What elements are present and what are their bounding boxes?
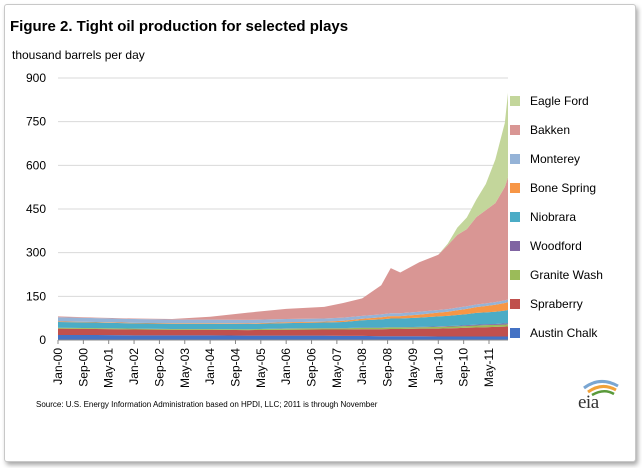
legend-swatch xyxy=(510,124,520,135)
x-tick-label: May-11 xyxy=(482,348,496,387)
legend-swatch xyxy=(510,269,520,280)
legend-swatch xyxy=(510,298,520,309)
legend-item-spraberry: Spraberry xyxy=(510,289,630,318)
legend-label: Bakken xyxy=(530,122,571,137)
legend-label: Austin Chalk xyxy=(530,325,598,340)
x-tick-label: May-09 xyxy=(406,348,420,388)
area-niobrara xyxy=(58,310,508,330)
legend-item-bakken: Bakken xyxy=(510,115,630,144)
x-tick-label: Jan-10 xyxy=(431,348,445,385)
area-austin-chalk xyxy=(58,335,508,340)
legend-swatch xyxy=(510,240,520,251)
legend-item-bone-spring: Bone Spring xyxy=(510,173,630,202)
legend-item-woodford: Woodford xyxy=(510,231,630,260)
y-tick-label: 0 xyxy=(39,333,46,347)
legend-item-eagle-ford: Eagle Ford xyxy=(510,86,630,115)
x-tick-label: Jan-06 xyxy=(279,348,293,385)
legend-item-granite-wash: Granite Wash xyxy=(510,260,630,289)
y-tick-label: 900 xyxy=(26,71,46,85)
x-tick-label: Sep-08 xyxy=(381,348,395,387)
x-tick-label: Sep-04 xyxy=(228,348,242,387)
x-tick-label: May-01 xyxy=(102,348,116,388)
x-tick-label: May-07 xyxy=(330,348,344,388)
x-tick-label: Jan-04 xyxy=(203,348,217,385)
legend-label: Niobrara xyxy=(530,209,577,224)
area-bakken xyxy=(58,177,508,320)
legend-swatch xyxy=(510,182,520,193)
x-tick-label: Sep-00 xyxy=(76,348,90,387)
legend: Eagle Ford Bakken Monterey Bone Spring Niobr… xyxy=(510,86,630,347)
chart-frame xyxy=(4,4,636,462)
y-axis-unit-label: thousand barrels per day xyxy=(12,48,145,62)
eia-logo-icon xyxy=(583,380,619,397)
x-tick-label: Sep-02 xyxy=(152,348,166,387)
x-tick-label: Sep-06 xyxy=(305,348,319,387)
legend-item-niobrara: Niobrara xyxy=(510,202,630,231)
x-tick-label: May-05 xyxy=(254,348,268,388)
legend-label: Spraberry xyxy=(530,296,583,311)
y-tick-label: 150 xyxy=(26,289,46,303)
chart-title: Figure 2. Tight oil production for selec… xyxy=(10,18,349,35)
x-tick-label: Sep-10 xyxy=(457,348,471,387)
legend-label: Monterey xyxy=(530,151,581,166)
source-note: Source: U.S. Energy Information Administ… xyxy=(36,400,378,409)
legend-swatch xyxy=(510,327,520,338)
y-tick-label: 300 xyxy=(26,246,46,260)
x-tick-label: Jan-00 xyxy=(51,348,65,385)
y-tick-label: 750 xyxy=(26,115,46,129)
legend-swatch xyxy=(510,153,520,164)
x-tick-label: May-03 xyxy=(178,348,192,388)
area-spraberry xyxy=(58,326,508,337)
legend-item-austin-chalk: Austin Chalk xyxy=(510,318,630,347)
legend-swatch xyxy=(510,95,520,106)
legend-swatch xyxy=(510,211,520,222)
x-tick-label: Jan-08 xyxy=(355,348,369,385)
y-tick-label: 600 xyxy=(26,158,46,172)
legend-item-monterey: Monterey xyxy=(510,144,630,173)
x-tick-label: Jan-02 xyxy=(127,348,141,385)
legend-label: Granite Wash xyxy=(530,267,603,282)
area-granite-wash xyxy=(58,324,508,331)
legend-label: Eagle Ford xyxy=(530,93,589,108)
eia-logo-text: eia xyxy=(578,392,599,413)
legend-label: Woodford xyxy=(530,238,582,253)
y-tick-label: 450 xyxy=(26,202,46,216)
area-monterey xyxy=(58,299,508,324)
legend-label: Bone Spring xyxy=(530,180,597,195)
